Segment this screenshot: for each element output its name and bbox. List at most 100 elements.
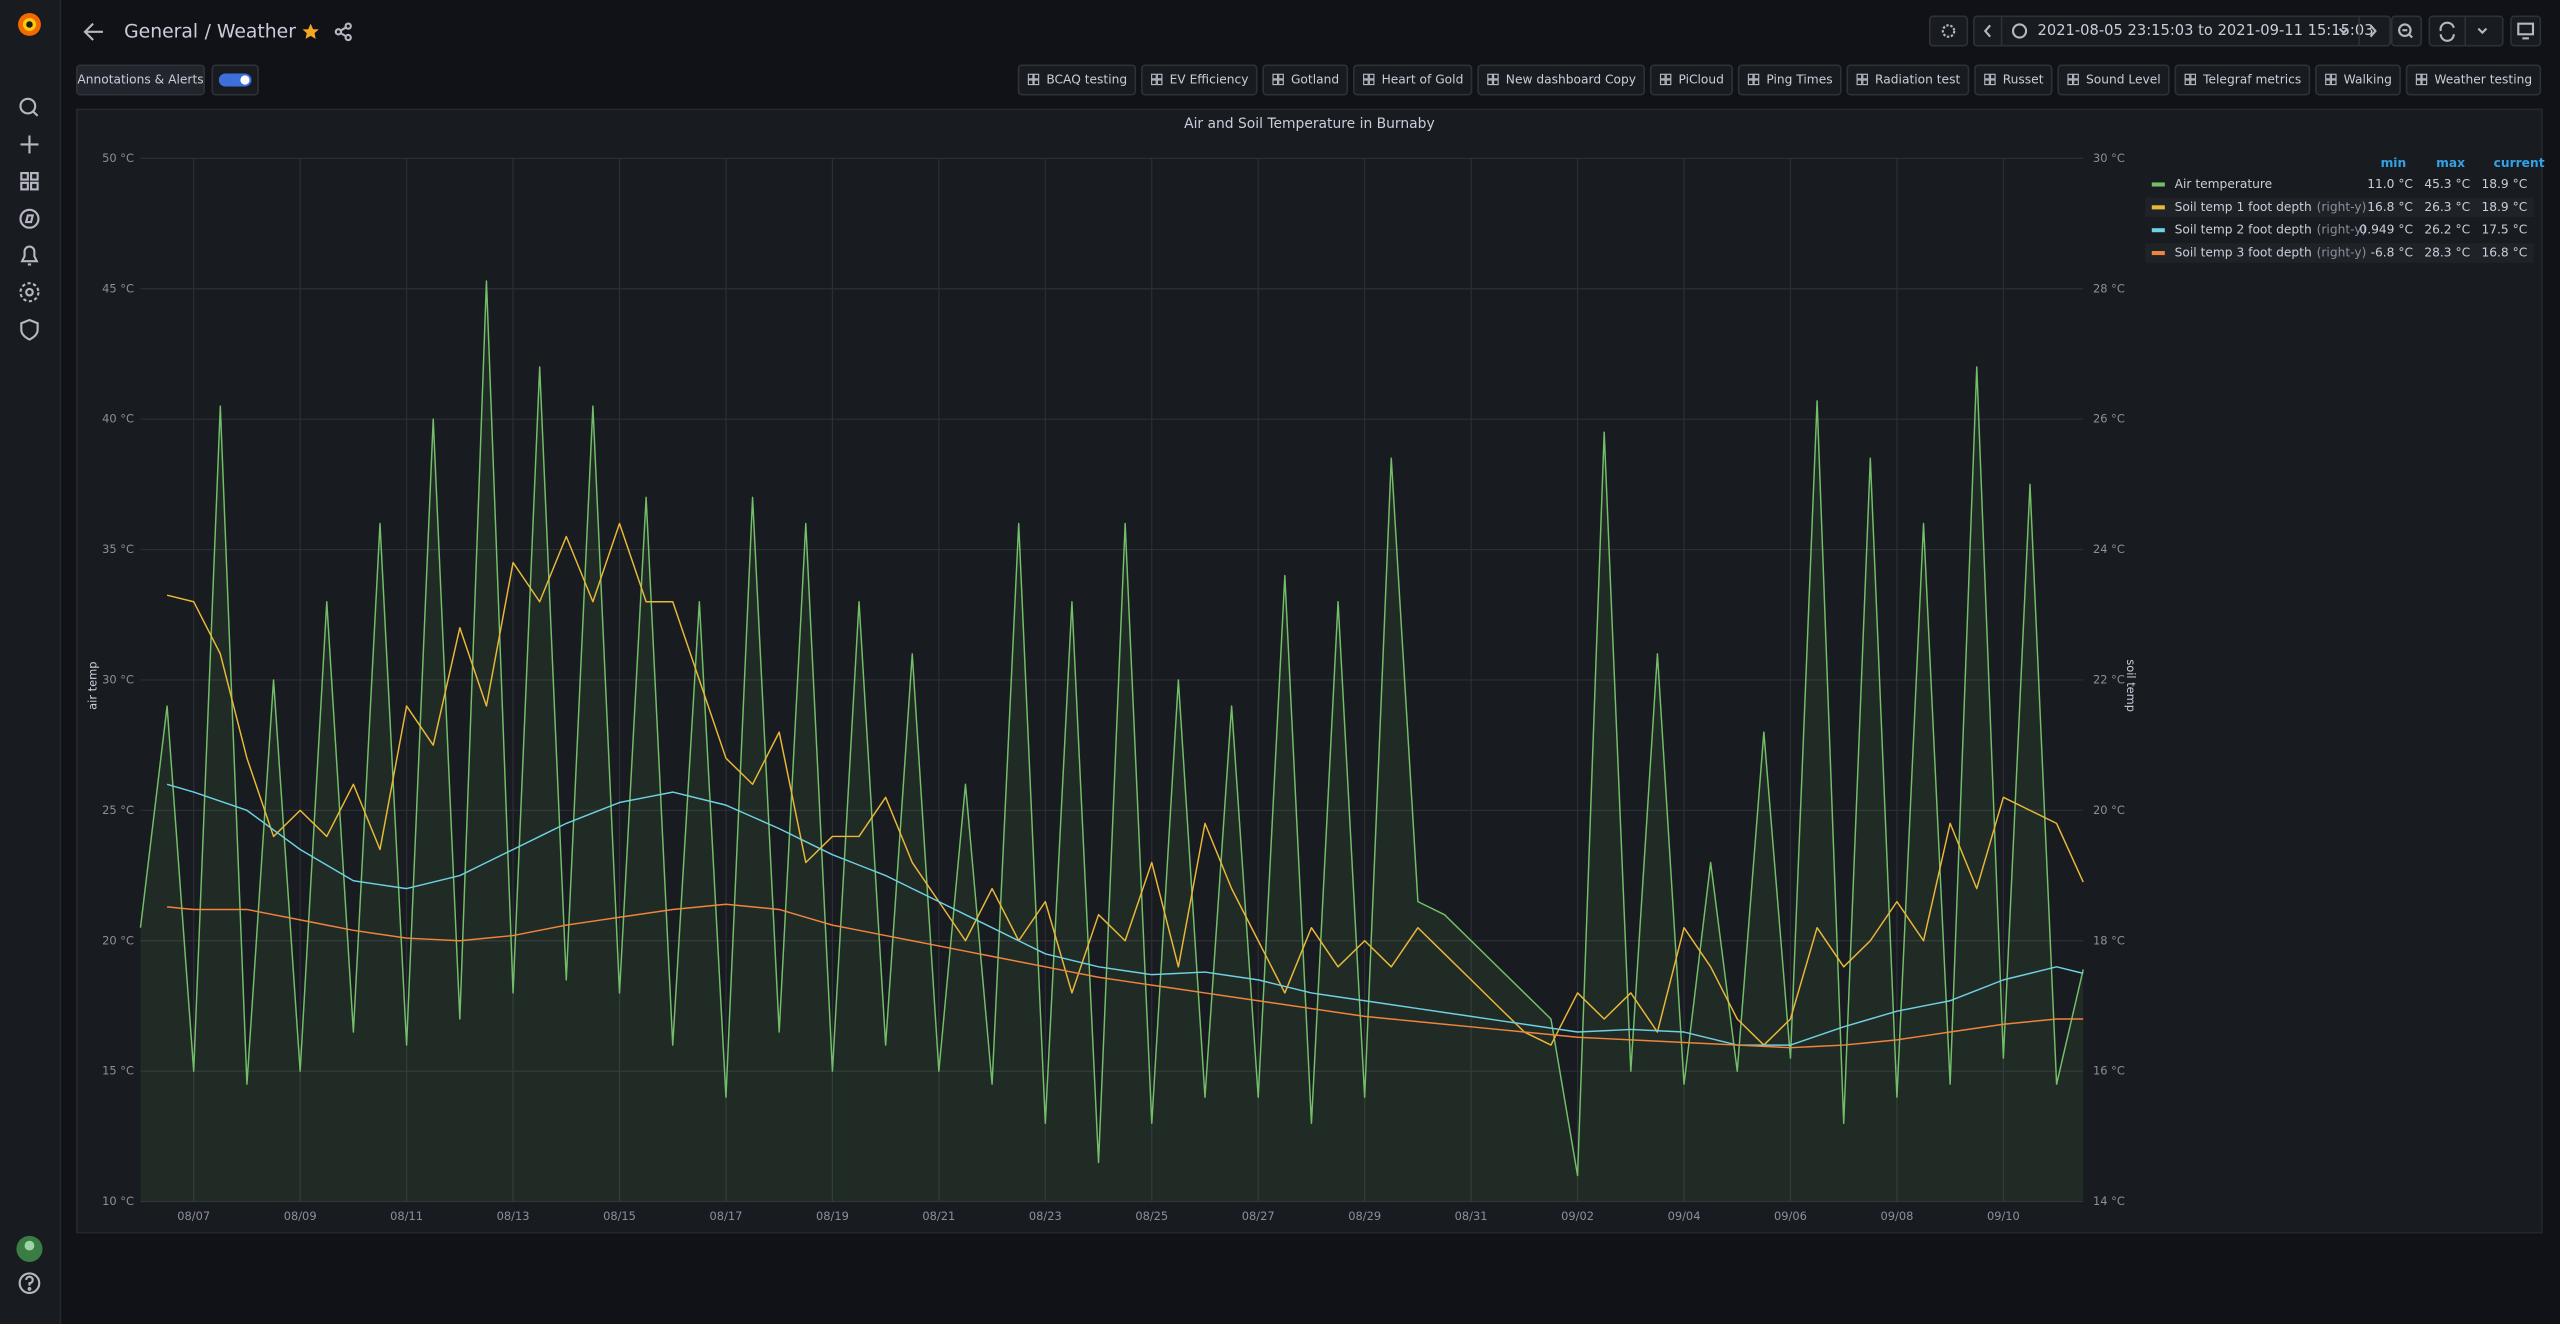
panel-title: Air and Soil Temperature in Burnaby — [1184, 116, 1435, 132]
back-button[interactable] — [83, 22, 103, 41]
legend-name[interactable]: Soil temp 2 foot depth — [2175, 223, 2312, 237]
legend-stat: 17.5 °C — [2481, 223, 2527, 237]
dashboard-link[interactable]: Sound Level — [2057, 64, 2170, 96]
tv-mode-button[interactable] — [2510, 15, 2542, 47]
link-icon — [2073, 79, 2079, 86]
legend-axis-tag: (right-y) — [2317, 200, 2367, 214]
x-tick-label: 08/07 — [177, 1209, 210, 1223]
y2-tick-label: 20 °C — [2093, 803, 2125, 817]
link-icon — [1862, 73, 1868, 80]
link-button — [1353, 64, 1473, 96]
link-icon — [2325, 79, 2331, 86]
search-icon[interactable] — [19, 97, 39, 117]
share-button[interactable] — [334, 22, 352, 42]
favorite-star[interactable] — [302, 23, 319, 39]
dashboard-link[interactable]: PiCloud — [1649, 64, 1733, 96]
legend-axis-tag: (right-y) — [2317, 223, 2367, 237]
dashboard-link[interactable]: Gotland — [1262, 64, 1349, 96]
link-icon — [2415, 79, 2422, 86]
refresh-dropdown-icon[interactable] — [2477, 27, 2488, 35]
dashboard-link[interactable]: New dashboard Copy — [1477, 64, 1645, 96]
y-tick-label: 45 °C — [102, 281, 134, 295]
dashboard-link[interactable]: Radiation test — [1846, 64, 1970, 96]
user-avatar[interactable] — [16, 1235, 43, 1262]
x-tick-label: 08/27 — [1242, 1209, 1275, 1223]
link-button — [2174, 64, 2311, 96]
link-button — [1262, 64, 1349, 96]
dashboard-link[interactable]: Russet — [1974, 64, 2053, 96]
legend-row-bg — [2145, 243, 2534, 263]
legend-stat: 18.9 °C — [2481, 200, 2527, 214]
zoom-out-icon — [2398, 23, 2413, 39]
link-button — [1846, 64, 1970, 96]
legend-name[interactable]: Air temperature — [2175, 177, 2273, 191]
dashboard-link[interactable]: Walking — [2315, 64, 2401, 96]
settings-button[interactable] — [1928, 15, 1969, 47]
sidebar — [0, 0, 61, 1324]
link-icon — [1747, 79, 1754, 86]
link-icon — [1856, 73, 1863, 80]
dashboard-link[interactable]: BCAQ testing — [1017, 64, 1137, 96]
dashboards-icon[interactable] — [20, 171, 39, 191]
time-range[interactable]: 2021-08-05 23:15:03 to 2021-09-11 15:15:… — [2038, 22, 2374, 39]
link-icon — [2330, 73, 2337, 80]
plot-area: 10 °C 15 °C 20 °C 25 °C 30 °C 35 °C 40 °C 45 °C… — [102, 151, 2545, 1223]
explore-icon[interactable] — [19, 208, 40, 229]
link-icon — [2421, 79, 2428, 86]
clock-icon — [2011, 23, 2028, 39]
link-icon — [2067, 73, 2074, 80]
x-tick-label: 09/06 — [1774, 1209, 1807, 1223]
dashboard-link[interactable]: Ping Times — [1737, 64, 1842, 96]
annotations-label: Annotations & Alerts — [77, 72, 203, 86]
legend-stat: 11.0 °C — [2367, 177, 2413, 191]
grafana-logo[interactable] — [18, 13, 41, 36]
breadcrumb-folder[interactable]: General — [124, 21, 198, 42]
admin-icon[interactable] — [20, 318, 39, 341]
legend-name[interactable]: Soil temp 1 foot depth — [2175, 200, 2312, 214]
link-icon — [1984, 73, 1990, 80]
legend-stat: 0.949 °C — [2359, 223, 2413, 237]
link-label: Walking — [2344, 72, 2392, 86]
link-button — [1974, 64, 2053, 96]
link-button — [1477, 64, 1645, 96]
legend-header: min — [2381, 156, 2407, 170]
link-icon — [2184, 73, 2191, 80]
time-picker[interactable] — [1973, 15, 2391, 47]
y-tick-label: 20 °C — [102, 933, 134, 947]
link-icon — [1659, 79, 1666, 86]
series-line — [139, 280, 2084, 1177]
link-icon — [1862, 79, 1868, 86]
x-tick-label: 08/09 — [284, 1209, 317, 1223]
link-label: New dashboard Copy — [1506, 72, 1636, 86]
alerting-icon[interactable] — [20, 245, 39, 266]
x-tick-label: 08/23 — [1029, 1209, 1062, 1223]
y2-tick-label: 24 °C — [2093, 542, 2125, 556]
time-dropdown-icon[interactable] — [2338, 27, 2349, 35]
time-back-icon[interactable] — [1983, 24, 1991, 38]
annotations-button[interactable] — [75, 64, 205, 96]
legend-name[interactable]: Soil temp 3 foot depth — [2175, 246, 2312, 260]
time-forward-icon[interactable] — [2369, 24, 2377, 38]
dashboard-link[interactable]: Telegraf metrics — [2174, 64, 2311, 96]
dashboard-link[interactable]: Weather testing — [2405, 64, 2542, 96]
link-icon — [1156, 73, 1163, 80]
link-icon — [1033, 73, 1040, 80]
legend-stat: 26.3 °C — [2424, 200, 2470, 214]
dashboard-link[interactable]: Heart of Gold — [1353, 64, 1473, 96]
x-tick-label: 09/10 — [1987, 1209, 2020, 1223]
link-icon — [1753, 79, 1760, 86]
x-tick-label: 09/04 — [1668, 1209, 1701, 1223]
help-icon[interactable] — [18, 1272, 41, 1295]
link-icon — [1665, 73, 1672, 80]
create-icon[interactable] — [20, 135, 39, 154]
link-icon — [1027, 73, 1034, 80]
link-icon — [1665, 79, 1672, 86]
link-label: Ping Times — [1766, 72, 1832, 86]
legend-stat: -6.8 °C — [2371, 246, 2413, 260]
link-icon — [2190, 79, 2197, 86]
dashboard-link[interactable]: EV Efficiency — [1141, 64, 1258, 96]
link-button — [2315, 64, 2401, 96]
legend-stat: 28.3 °C — [2424, 246, 2470, 260]
link-icon — [2415, 73, 2422, 80]
